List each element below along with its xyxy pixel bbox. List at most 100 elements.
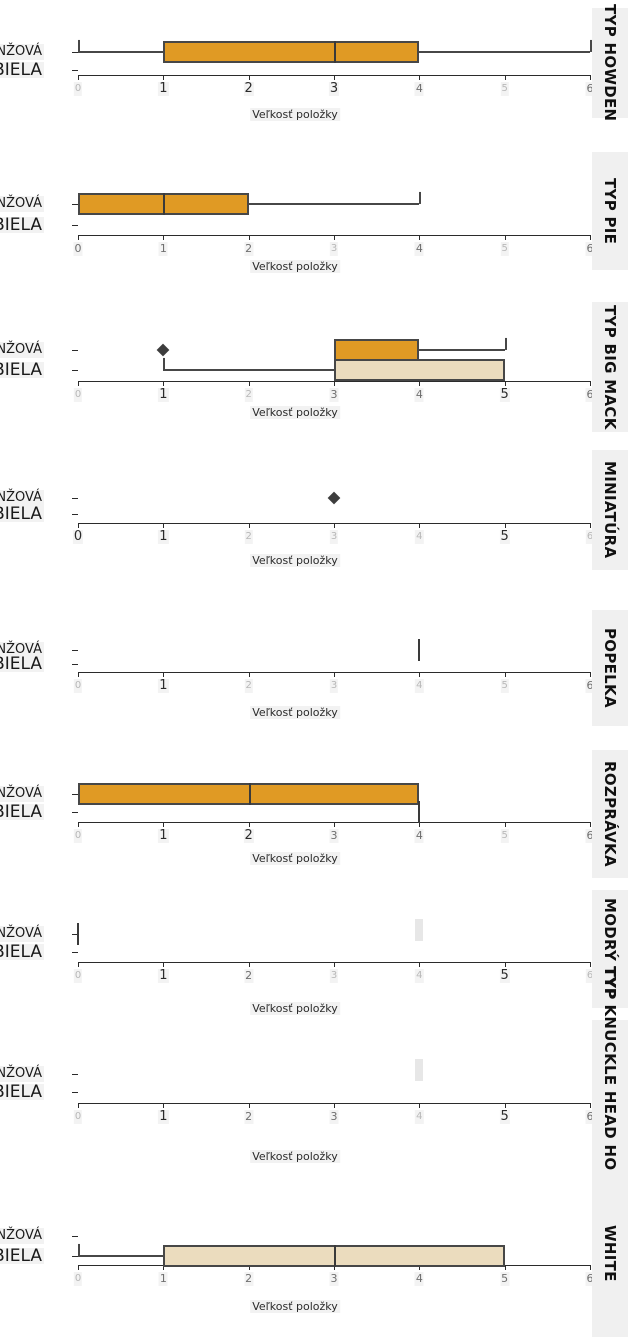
whisker-cap-low xyxy=(163,357,166,370)
facet-title-strip: WHITE xyxy=(592,1170,628,1337)
x-axis-tick xyxy=(78,822,79,827)
whisker-cap-low xyxy=(78,39,80,52)
x-axis-tick xyxy=(504,523,506,528)
x-axis-tick-label: 1 xyxy=(158,529,169,544)
x-axis-tick xyxy=(419,381,421,386)
x-axis-tick xyxy=(504,822,506,827)
x-axis-tick-label: 0 xyxy=(73,1110,83,1124)
whisker-high xyxy=(248,203,420,205)
x-axis-tick xyxy=(504,235,506,240)
x-axis-tick-label: 5 xyxy=(500,1272,510,1286)
facet-title-strip: TYP BIG MACK xyxy=(592,302,628,432)
x-axis-tick-label: 1 xyxy=(158,242,168,256)
x-axis-tick-label: 2 xyxy=(244,530,253,544)
x-axis-tick xyxy=(590,523,591,528)
median-line xyxy=(334,1245,336,1267)
x-axis-tick-label: 0 xyxy=(73,1272,83,1286)
x-axis-tick xyxy=(78,672,79,677)
box-oranzova xyxy=(163,41,420,63)
plot-area: 0 1 2 3 4 5 6 ORANŽOVÁ BIELA Veľkosť položky xyxy=(0,140,595,300)
x-axis-tick xyxy=(248,672,250,677)
x-axis-tick-label: 0 xyxy=(73,829,83,843)
outlier-point xyxy=(327,491,341,505)
y-axis-tick xyxy=(72,664,78,665)
x-axis-tick-label: 3 xyxy=(329,530,339,544)
facet-title-text: ROZPRÁVKA xyxy=(601,761,619,867)
facet-title-text: TYP BIG MACK xyxy=(601,304,619,430)
x-axis-tick xyxy=(504,1103,506,1108)
x-axis-tick-label: 3 xyxy=(328,81,340,96)
x-axis-tick-label: 5 xyxy=(499,529,510,544)
x-axis-title: Veľkosť položky xyxy=(250,1300,340,1313)
x-axis-tick-label: 1 xyxy=(158,1272,168,1286)
whisker-high xyxy=(419,51,590,53)
x-axis-tick xyxy=(248,523,250,528)
y-axis-tick xyxy=(72,350,78,351)
y-category-label-oranzova: ORANŽOVÁ xyxy=(0,196,44,212)
x-axis-tick xyxy=(334,822,335,827)
x-axis-tick-label: 1 xyxy=(158,81,169,96)
x-axis-tick-label: 1 xyxy=(158,828,169,843)
x-axis-tick xyxy=(590,235,591,240)
x-axis-tick xyxy=(248,962,250,967)
y-category-label-oranzova: ORANŽOVÁ xyxy=(0,926,44,942)
x-axis-tick-label: 0 xyxy=(73,242,83,256)
facet-title-text: MODRÝ TYP xyxy=(601,898,619,1000)
facet-title-strip: MODRÝ TYP xyxy=(592,890,628,1008)
x-axis-tick xyxy=(163,962,165,967)
whisker-low xyxy=(78,1255,164,1257)
x-axis-tick-label: 4 xyxy=(414,82,424,96)
x-axis-tick xyxy=(163,235,165,240)
y-axis-tick xyxy=(72,70,78,71)
x-axis-title: Veľkosť položky xyxy=(250,406,340,419)
y-axis-tick xyxy=(72,514,78,515)
y-category-label-biela: BIELA xyxy=(0,217,44,234)
x-axis-tick-label: 6 xyxy=(585,242,595,256)
x-axis-tick-label: 5 xyxy=(499,968,510,983)
y-category-label-biela: BIELA xyxy=(0,804,44,821)
x-axis-title: Veľkosť položky xyxy=(250,554,340,567)
y-category-label-oranzova: ORANŽOVÁ xyxy=(0,490,44,506)
y-category-label-biela: BIELA xyxy=(0,62,44,79)
y-axis-tick xyxy=(72,650,78,651)
facet-panel: 0 1 2 3 4 5 6 ORANŽOVÁ BIELA Veľkosť položky WHITE xyxy=(0,1170,628,1337)
x-axis-tick-label: 3 xyxy=(329,242,339,256)
x-axis-tick-label: 1 xyxy=(158,678,169,693)
median-line xyxy=(248,783,251,805)
x-axis-tick-label: 3 xyxy=(329,969,339,983)
x-axis-tick xyxy=(504,75,506,80)
x-axis-tick xyxy=(419,75,421,80)
x-axis-tick xyxy=(78,1103,79,1108)
y-axis-tick xyxy=(72,812,78,813)
y-axis-tick xyxy=(72,1236,78,1237)
x-axis-tick-label: 4 xyxy=(414,1272,424,1286)
x-axis-title: Veľkosť položky xyxy=(250,1002,340,1015)
x-axis-tick-label: 2 xyxy=(244,679,253,693)
x-axis-tick-label: 2 xyxy=(244,1110,254,1124)
x-axis-tick-label: 4 xyxy=(415,969,424,983)
facet-title-text: TYP HOWDEN xyxy=(601,4,619,122)
x-axis-tick-label: 1 xyxy=(158,1109,169,1124)
plot-area: 0 1 2 3 4 5 6 ORANŽOVÁ BIELA Veľkosť položky xyxy=(0,750,595,880)
x-axis-tick xyxy=(163,523,165,528)
x-axis-tick xyxy=(590,1103,591,1108)
x-axis-title: Veľkosť položky xyxy=(250,706,340,719)
x-axis-title: Veľkosť položky xyxy=(250,260,340,273)
facet-title-strip: POPELKA xyxy=(592,610,628,726)
x-axis-tick xyxy=(248,235,250,240)
whisker-low xyxy=(163,369,334,371)
x-axis-tick-label: 6 xyxy=(585,969,595,983)
x-axis-tick xyxy=(334,1103,335,1108)
facet-title-strip: TYP HOWDEN xyxy=(592,4,628,122)
y-category-label-biela: BIELA xyxy=(0,506,44,523)
x-axis-title: Veľkosť položky xyxy=(250,108,340,121)
x-axis-tick xyxy=(248,1265,250,1270)
facet-panel: 0 1 2 3 4 5 6 ORANŽOVÁBIELA Veľkosť položky MINIA… xyxy=(0,440,628,600)
x-axis-tick xyxy=(419,1103,421,1108)
facet-panel: 0 1 2 3 4 5 6 ORANŽOVÁ BIELA Veľkosť položky ROZPR… xyxy=(0,750,628,880)
whisker-cap-high xyxy=(419,191,422,204)
x-axis-tick-label: 5 xyxy=(499,1109,510,1124)
x-axis-tick-label: 6 xyxy=(585,1272,595,1286)
x-axis-tick-label: 4 xyxy=(415,530,424,544)
